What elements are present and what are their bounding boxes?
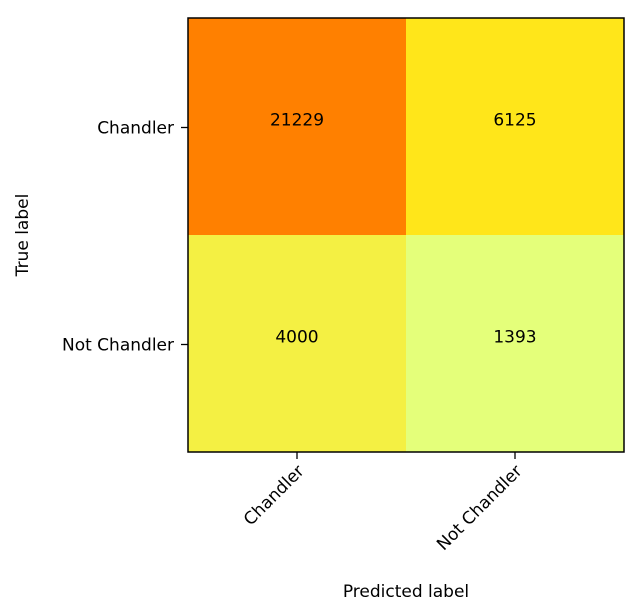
y-axis-ticks: Chandler Not Chandler (62, 119, 188, 356)
y-tick-label: Chandler (97, 119, 174, 139)
cell-value-label: 4000 (275, 328, 318, 348)
heatmap-cell (188, 235, 406, 452)
y-tick-label: Not Chandler (62, 336, 174, 356)
x-tick-label: Not Chandler (433, 461, 526, 554)
heatmap-cell (406, 235, 624, 452)
heatmap-cell (406, 18, 624, 235)
x-axis-ticks: Chandler Not Chandler (240, 452, 527, 555)
cell-value-labels: 21229 6125 4000 1393 (270, 111, 537, 348)
plot-frame (187, 17, 625, 453)
heatmap-cells (188, 18, 624, 452)
cell-value-label: 1393 (493, 328, 536, 348)
cell-value-label: 21229 (270, 111, 324, 131)
cell-value-label: 6125 (493, 111, 536, 131)
x-axis-label: Predicted label (343, 582, 469, 602)
heatmap-cell (188, 18, 406, 235)
x-tick-label: Chandler (240, 461, 308, 529)
y-axis-label: True label (13, 194, 33, 278)
